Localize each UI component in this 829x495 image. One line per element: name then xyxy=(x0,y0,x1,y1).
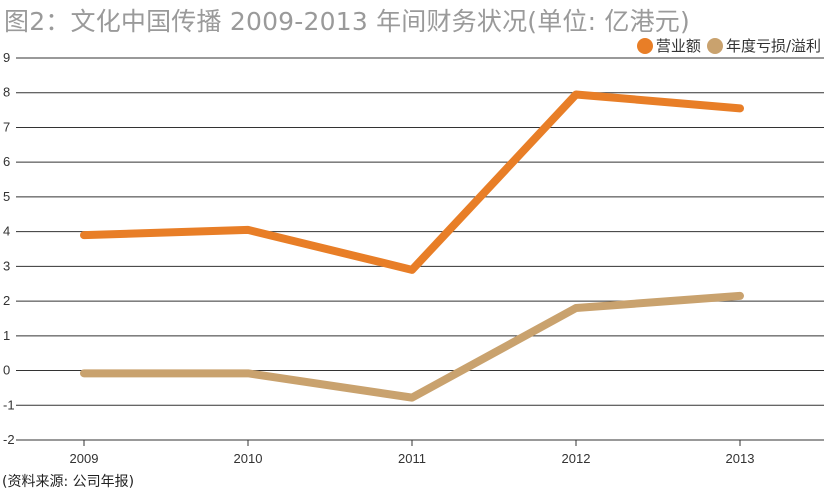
grid-lines xyxy=(16,57,824,441)
y-tick-label: 6 xyxy=(3,154,10,169)
y-axis-ticks: 9 8 7 6 5 4 3 2 1 0 -1 -2 xyxy=(3,50,15,447)
legend-label-revenue: 营业额 xyxy=(655,37,701,55)
legend-swatch-revenue xyxy=(636,37,653,54)
x-tick-label: 2013 xyxy=(726,451,755,466)
legend: 营业额 年度亏损/溢利 xyxy=(636,35,821,56)
series-line-1 xyxy=(80,291,744,402)
y-tick-label: 0 xyxy=(3,363,10,378)
series-lines xyxy=(80,90,744,402)
y-tick-label: 5 xyxy=(3,189,10,204)
y-tick-label: 9 xyxy=(3,50,10,65)
y-tick-label: 1 xyxy=(3,328,10,343)
y-tick-label: 2 xyxy=(3,293,10,308)
legend-swatch-profit xyxy=(706,37,723,54)
y-tick-label: 3 xyxy=(3,258,10,273)
legend-item-revenue: 营业额 xyxy=(636,35,701,56)
legend-label-profit: 年度亏损/溢利 xyxy=(725,37,821,55)
x-axis-ticks: 2009 2010 2011 2012 2013 xyxy=(70,440,755,466)
y-tick-label: -2 xyxy=(3,432,15,447)
y-tick-label: 8 xyxy=(3,85,10,100)
series-line-0 xyxy=(80,90,744,274)
y-tick-label: 7 xyxy=(3,119,10,134)
x-tick-label: 2012 xyxy=(562,451,591,466)
chart-title: 图2：文化中国传播 2009-2013 年间财务状况(单位: 亿港元) xyxy=(4,7,690,36)
x-tick-label: 2009 xyxy=(70,451,99,466)
y-tick-label: 4 xyxy=(3,224,10,239)
x-tick-label: 2010 xyxy=(234,451,263,466)
y-tick-label: -1 xyxy=(3,397,15,412)
legend-item-profit: 年度亏损/溢利 xyxy=(706,35,821,56)
source-note: (资料来源: 公司年报) xyxy=(2,474,135,490)
x-tick-label: 2011 xyxy=(398,451,426,466)
